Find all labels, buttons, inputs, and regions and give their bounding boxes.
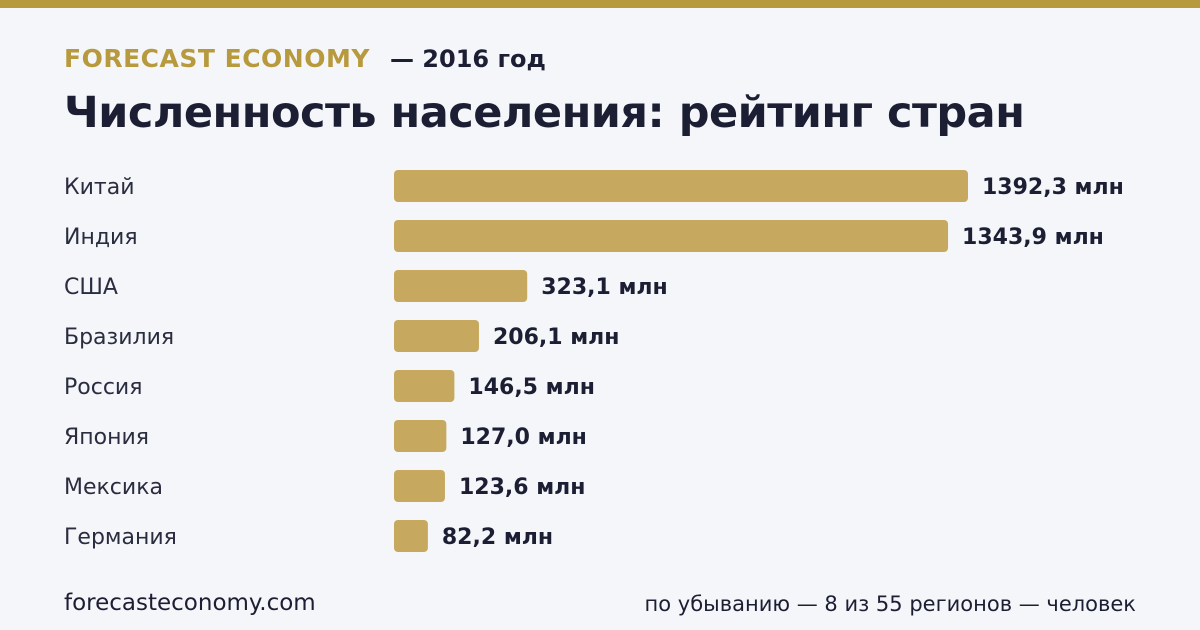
bar xyxy=(394,470,445,502)
footer-note: по убыванию — 8 из 55 регионов — человек xyxy=(644,592,1136,616)
bar xyxy=(394,170,968,202)
category-label: Япония xyxy=(64,425,149,450)
value-label: 82,2 млн xyxy=(442,525,553,550)
bar xyxy=(394,220,949,252)
chart-title: Численность населения: рейтинг стран xyxy=(64,88,1025,138)
bar xyxy=(394,320,479,352)
value-label: 123,6 млн xyxy=(459,475,586,500)
category-label: Индия xyxy=(64,225,138,250)
category-label: Бразилия xyxy=(64,325,174,350)
value-label: 1343,9 млн xyxy=(962,225,1104,250)
bar-chart: Китай 1392,3 млн Индия 1343,9 млн США 323,1 м… xyxy=(64,170,1124,552)
category-label: Германия xyxy=(64,525,177,550)
bar xyxy=(394,420,447,452)
value-label: 127,0 млн xyxy=(460,425,587,450)
brand-name: FORECAST ECONOMY xyxy=(64,44,370,73)
site-link[interactable]: forecasteconomy.com xyxy=(64,590,316,616)
category-label: Китай xyxy=(64,175,135,200)
year-note: — 2016 год xyxy=(389,45,546,73)
category-label: Россия xyxy=(64,375,142,400)
category-label: США xyxy=(64,275,118,300)
bar xyxy=(394,370,455,402)
bar xyxy=(394,520,428,552)
value-label: 206,1 млн xyxy=(493,325,620,350)
bar xyxy=(394,270,528,302)
value-label: 146,5 млн xyxy=(468,375,595,400)
category-label: Мексика xyxy=(64,475,163,500)
value-label: 323,1 млн xyxy=(541,275,668,300)
top-accent-bar xyxy=(0,0,1200,8)
value-label: 1392,3 млн xyxy=(982,175,1124,200)
header: FORECAST ECONOMY — 2016 год xyxy=(64,44,546,73)
